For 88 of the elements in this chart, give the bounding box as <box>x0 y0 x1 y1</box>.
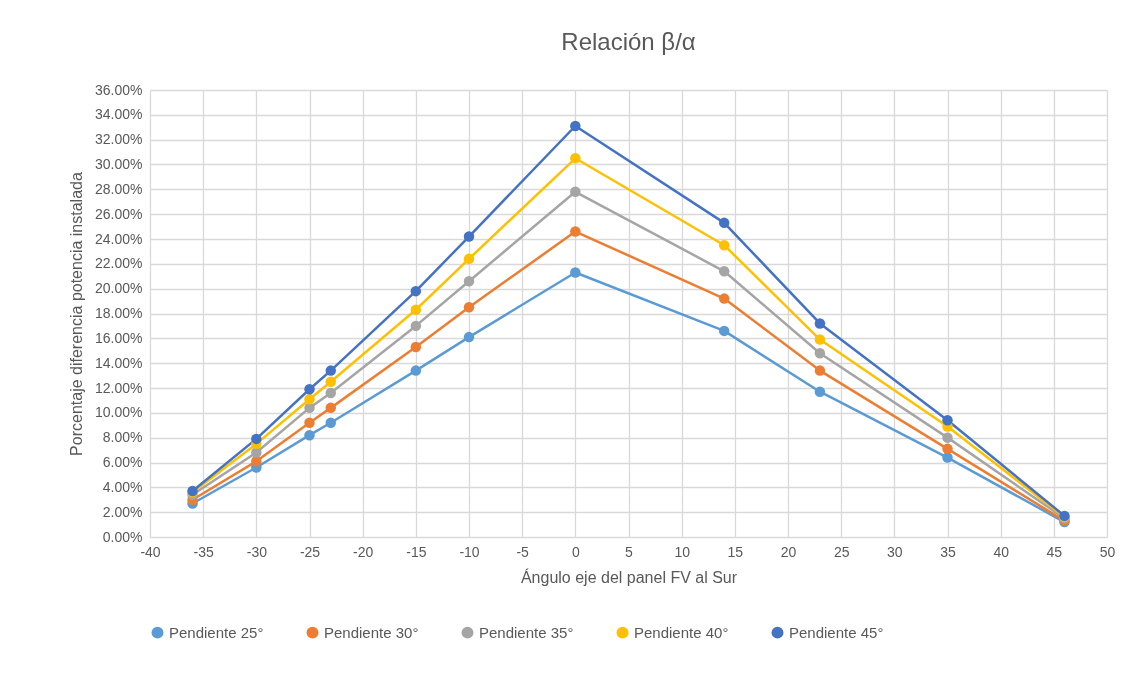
point <box>251 447 262 458</box>
x-tick-label: 20 <box>780 543 797 560</box>
y-tick-label: 20.00% <box>95 280 143 297</box>
x-tick-label: -15 <box>406 543 427 560</box>
point <box>718 266 730 277</box>
y-tick-label: 26.00% <box>95 205 143 222</box>
point <box>463 302 475 313</box>
legend-label: Pendiente 45° <box>789 623 884 641</box>
legend-label: Pendiente 30° <box>324 623 419 641</box>
point <box>410 320 422 332</box>
point <box>463 253 475 265</box>
point <box>304 384 315 395</box>
point <box>304 393 315 405</box>
y-tick-label: 10.00% <box>95 404 143 421</box>
x-tick-label: 5 <box>625 543 634 560</box>
x-tick-label: 30 <box>887 543 903 560</box>
y-tick-label: 8.00% <box>102 429 143 446</box>
chart-title: Relación β/α <box>561 28 696 55</box>
y-tick-label: 34.00% <box>95 106 143 123</box>
x-tick-label: 0 <box>571 543 580 560</box>
x-tick-label: 10 <box>674 543 691 560</box>
y-tick-label: 30.00% <box>95 156 143 172</box>
y-tick-label: 2.00% <box>102 503 143 520</box>
point <box>942 452 953 463</box>
x-tick-label: 15 <box>727 543 744 560</box>
point <box>325 402 337 414</box>
point <box>814 334 826 345</box>
point <box>325 365 337 376</box>
point <box>814 365 826 376</box>
point <box>463 231 475 242</box>
point <box>570 120 581 132</box>
y-tick-label: 0.00% <box>102 528 143 545</box>
x-tick-label: -40 <box>140 543 161 560</box>
point <box>410 285 422 297</box>
point <box>325 376 337 388</box>
point <box>325 387 337 399</box>
point <box>325 417 337 428</box>
point <box>570 153 581 164</box>
x-tick-label: -25 <box>299 543 321 560</box>
point <box>570 186 581 198</box>
legend-label: Pendiente 35° <box>479 623 574 641</box>
point <box>463 275 475 287</box>
y-tick-label: 32.00% <box>95 131 143 148</box>
x-tick-label: -5 <box>516 543 530 560</box>
point <box>304 429 315 441</box>
point <box>814 348 826 359</box>
point <box>718 239 730 251</box>
y-tick-label: 4.00% <box>102 478 143 495</box>
point <box>942 432 953 443</box>
x-tick-label: -10 <box>459 543 480 560</box>
y-tick-label: 24.00% <box>95 230 143 247</box>
legend-label: Pendiente 40° <box>634 623 729 641</box>
x-tick-label: -30 <box>246 543 268 560</box>
point <box>718 217 730 229</box>
point <box>410 365 422 376</box>
y-tick-label: 14.00% <box>95 354 143 371</box>
point <box>304 417 315 428</box>
x-tick-label: 35 <box>940 543 956 560</box>
y-tick-label: 16.00% <box>95 329 143 346</box>
point <box>718 325 730 337</box>
point <box>463 331 475 343</box>
y-axis-title: Porcentaje diferencia potencia instalada <box>68 172 86 456</box>
x-tick-label: 50 <box>1099 543 1116 560</box>
point <box>304 402 315 414</box>
x-tick-label: 25 <box>833 543 850 560</box>
x-axis-title: Ángulo eje del panel FV al Sur <box>520 567 738 586</box>
legend-label: Pendiente 25° <box>169 623 264 641</box>
y-tick-label: 22.00% <box>95 255 143 272</box>
point <box>942 415 953 426</box>
x-tick-label: 45 <box>1046 543 1063 560</box>
x-tick-label: -20 <box>353 543 374 560</box>
point <box>718 293 730 304</box>
point <box>251 433 262 445</box>
point <box>410 304 422 316</box>
y-tick-label: 12.00% <box>95 379 143 396</box>
point <box>942 443 953 455</box>
point <box>814 386 826 397</box>
y-tick-label: 36.00% <box>95 81 143 98</box>
y-tick-label: 18.00% <box>95 305 143 321</box>
x-tick-label: 40 <box>993 543 1010 560</box>
x-tick-label: -35 <box>193 543 214 560</box>
point <box>251 456 262 467</box>
y-tick-label: 6.00% <box>102 454 143 470</box>
point <box>570 226 581 237</box>
point <box>410 341 422 353</box>
point <box>814 318 826 329</box>
point <box>570 267 581 278</box>
y-tick-label: 28.00% <box>95 180 143 197</box>
